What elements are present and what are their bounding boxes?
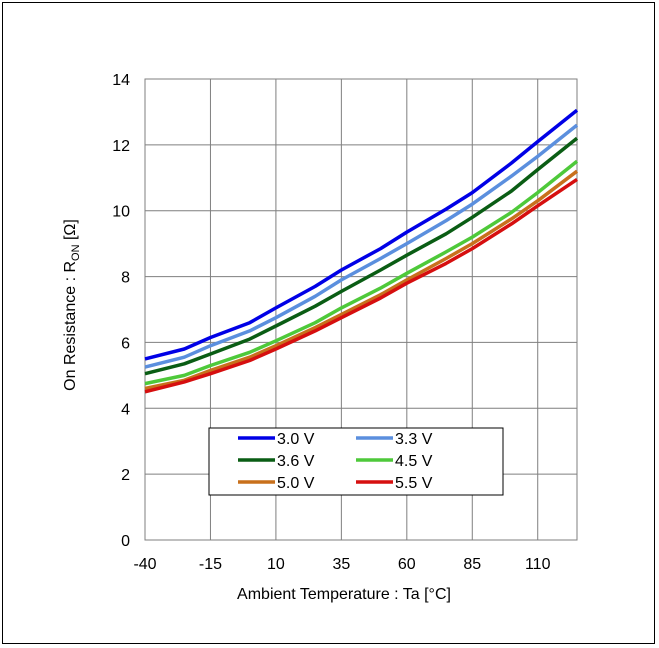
y-axis-label-subscript: ON — [70, 244, 82, 261]
x-tick-labels: -40 -15 10 35 60 85 110 — [133, 556, 550, 573]
y-axis-label-unit: [Ω] — [62, 219, 79, 244]
legend-label: 3.6 V — [277, 453, 315, 470]
plot-area — [144, 78, 578, 541]
y-tick-label: 2 — [121, 467, 130, 484]
series-lines — [144, 108, 579, 394]
legend: 3.0 V 3.3 V 3.6 V 4.5 V 5.0 V 5.5 V — [208, 427, 504, 496]
x-tick-label: 110 — [525, 556, 551, 573]
y-tick-label: 4 — [121, 401, 130, 418]
y-axis-label-main: On Resistance : R — [62, 261, 79, 391]
x-tick-label: 85 — [463, 556, 481, 573]
y-tick-label: 10 — [112, 204, 130, 221]
series-line-5-5-V — [144, 177, 578, 394]
series-line-5-0-V — [144, 169, 579, 391]
x-tick-label: -40 — [133, 556, 156, 573]
x-tick-label: -15 — [199, 556, 222, 573]
y-axis-label: On Resistance : RON [Ω] — [62, 219, 82, 391]
y-tick-label: 8 — [121, 270, 130, 287]
x-tick-label: 35 — [332, 556, 350, 573]
x-tick-label: 60 — [398, 556, 416, 573]
legend-label: 3.0 V — [277, 431, 315, 448]
y-tick-label: 14 — [112, 72, 130, 89]
series-line-3-3-V — [144, 123, 579, 369]
y-tick-label: 12 — [112, 138, 130, 155]
legend-label: 5.5 V — [395, 475, 433, 492]
y-tick-labels: 0 2 4 6 8 10 12 14 — [112, 72, 130, 550]
legend-label: 4.5 V — [395, 453, 433, 470]
x-tick-label: 10 — [267, 556, 285, 573]
x-axis-label: Ambient Temperature : Ta [°C] — [237, 586, 451, 603]
series-line-3-0-V — [144, 108, 579, 361]
series-line-4-5-V — [144, 159, 579, 386]
y-tick-label: 0 — [121, 533, 130, 550]
y-tick-label: 6 — [121, 335, 130, 352]
series-line-3-6-V — [144, 136, 579, 376]
legend-label: 5.0 V — [277, 475, 315, 492]
legend-label: 3.3 V — [395, 431, 433, 448]
